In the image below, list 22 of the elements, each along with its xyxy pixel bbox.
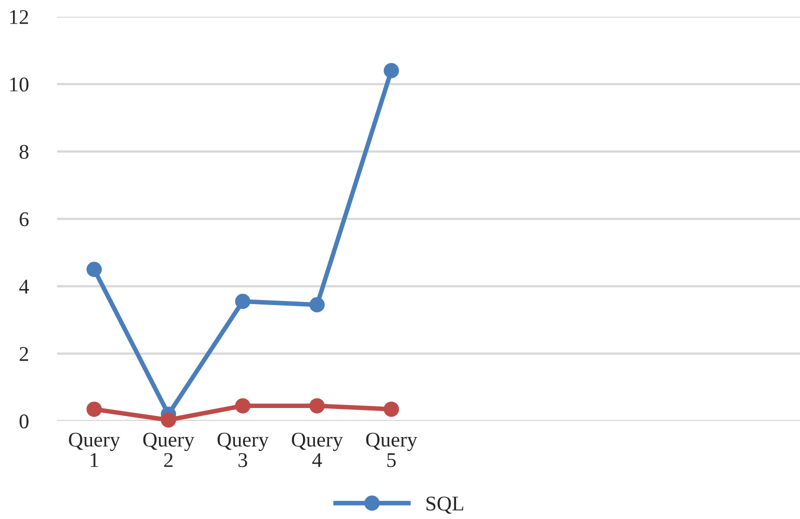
point (384, 62, 399, 78)
y-tick-label: 10 (10, 77, 28, 92)
x-tick-label: Query 5 (366, 432, 418, 468)
point (384, 402, 399, 417)
y-tick-label: 4 (19, 280, 29, 294)
y-tick-label: 12 (10, 10, 28, 24)
y-tick-label: 2 (20, 347, 28, 361)
x-tick-label: Query 1 (68, 432, 120, 467)
y-tick-label: 0 (20, 414, 28, 428)
point (235, 398, 250, 414)
point (309, 398, 325, 414)
x-tick-label: Query 2 (143, 432, 194, 467)
point (309, 297, 325, 312)
point (86, 262, 102, 278)
y-tick-label: 6 (20, 212, 29, 226)
legend-label: SQL (426, 496, 464, 514)
point (86, 402, 102, 417)
y-tick-label: 8 (20, 144, 28, 159)
point (235, 294, 250, 310)
point (160, 412, 176, 428)
x-tick-label: Query 3 (218, 432, 269, 468)
x-tick-label: Query 4 (292, 432, 343, 467)
